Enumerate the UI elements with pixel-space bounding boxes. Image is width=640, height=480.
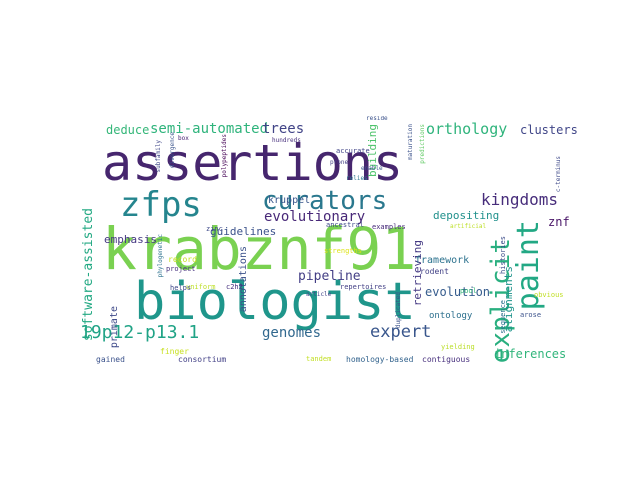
cloud-word: strengths <box>324 247 362 255</box>
cloud-word: pipeline <box>298 269 361 284</box>
cloud-word: framework <box>415 255 470 266</box>
cloud-word: genomes <box>262 325 322 341</box>
cloud-word: predictions <box>419 124 426 164</box>
cloud-word: 19p12-p13.1 <box>80 322 200 343</box>
cloud-word: ontology <box>429 311 473 321</box>
cloud-word: record <box>168 255 197 264</box>
cloud-word: c-terminus <box>555 156 562 193</box>
cloud-word: project <box>166 265 196 273</box>
cloud-word: box <box>178 135 189 142</box>
cloud-word: clusters <box>520 123 578 137</box>
cloud-word: depositing <box>433 209 500 222</box>
cloud-word: rodent <box>420 267 449 276</box>
cloud-word: accurate <box>336 147 370 155</box>
cloud-word: ancestral <box>326 221 364 229</box>
word-cloud: assertions krabznf91 biologist zfps curators… <box>76 116 586 372</box>
cloud-word: maturation <box>407 124 414 161</box>
cloud-word: zinc <box>206 225 223 233</box>
cloud-word: c2h2 <box>226 283 243 291</box>
cloud-word: yielding <box>441 343 475 351</box>
cloud-word: tandem <box>306 355 332 363</box>
cloud-word: sequence <box>499 300 507 334</box>
cloud-word: reside <box>366 116 388 122</box>
cloud-word: assertions <box>102 134 404 192</box>
cloud-word: prone <box>330 159 349 166</box>
cloud-word: hundreds <box>272 137 301 144</box>
cloud-word: kingdoms <box>481 190 559 209</box>
cloud-word: krabznf91 <box>102 215 417 283</box>
cloud-word: primate <box>109 306 120 349</box>
cloud-word: artificial <box>450 223 487 230</box>
cloud-word: contiguous <box>422 355 471 364</box>
cloud-word: biologist <box>134 272 416 332</box>
cloud-word: evolution <box>425 285 491 299</box>
cloud-word: enable <box>361 165 383 172</box>
cloud-word: examples <box>372 223 406 231</box>
cloud-word: helps <box>170 284 192 292</box>
cloud-word: orthology <box>426 120 508 138</box>
cloud-word: article <box>306 291 332 298</box>
cloud-word: software-assisted <box>81 208 96 342</box>
cloud-word: curators <box>262 186 388 216</box>
cloud-word: annotations <box>238 246 249 313</box>
cloud-word: subfamily <box>155 140 162 173</box>
cloud-word: znf <box>548 215 570 229</box>
cloud-word: duplicated <box>395 292 402 329</box>
cloud-word: pool <box>460 287 477 295</box>
cloud-word: semi-automated <box>150 121 269 137</box>
cloud-word: inferences <box>494 347 567 361</box>
cloud-word: relies <box>346 175 368 182</box>
cloud-word: divergence <box>169 132 176 169</box>
cloud-word: emphasis <box>104 233 157 246</box>
cloud-word: guidelines <box>210 225 277 238</box>
cloud-word: histories <box>499 236 507 274</box>
cloud-word: arose <box>520 311 542 319</box>
cloud-word: kruppel <box>268 195 311 206</box>
cloud-word: obvious <box>534 291 564 299</box>
cloud-word: repertoires <box>340 283 387 291</box>
cloud-word: deduce <box>106 123 150 137</box>
cloud-word: evolutionary <box>264 209 366 225</box>
cloud-word: uniform <box>186 283 216 291</box>
cloud-word: expert <box>370 322 432 342</box>
cloud-word: trees <box>262 121 305 137</box>
cloud-word: gained <box>96 355 125 364</box>
cloud-word: phylogenetic <box>157 234 164 278</box>
cloud-word: polypeptides <box>221 134 228 178</box>
cloud-word: homology-based <box>346 355 414 364</box>
cloud-word: consortium <box>178 355 227 364</box>
cloud-word: finger <box>160 347 189 356</box>
cloud-word: zfps <box>120 185 202 225</box>
